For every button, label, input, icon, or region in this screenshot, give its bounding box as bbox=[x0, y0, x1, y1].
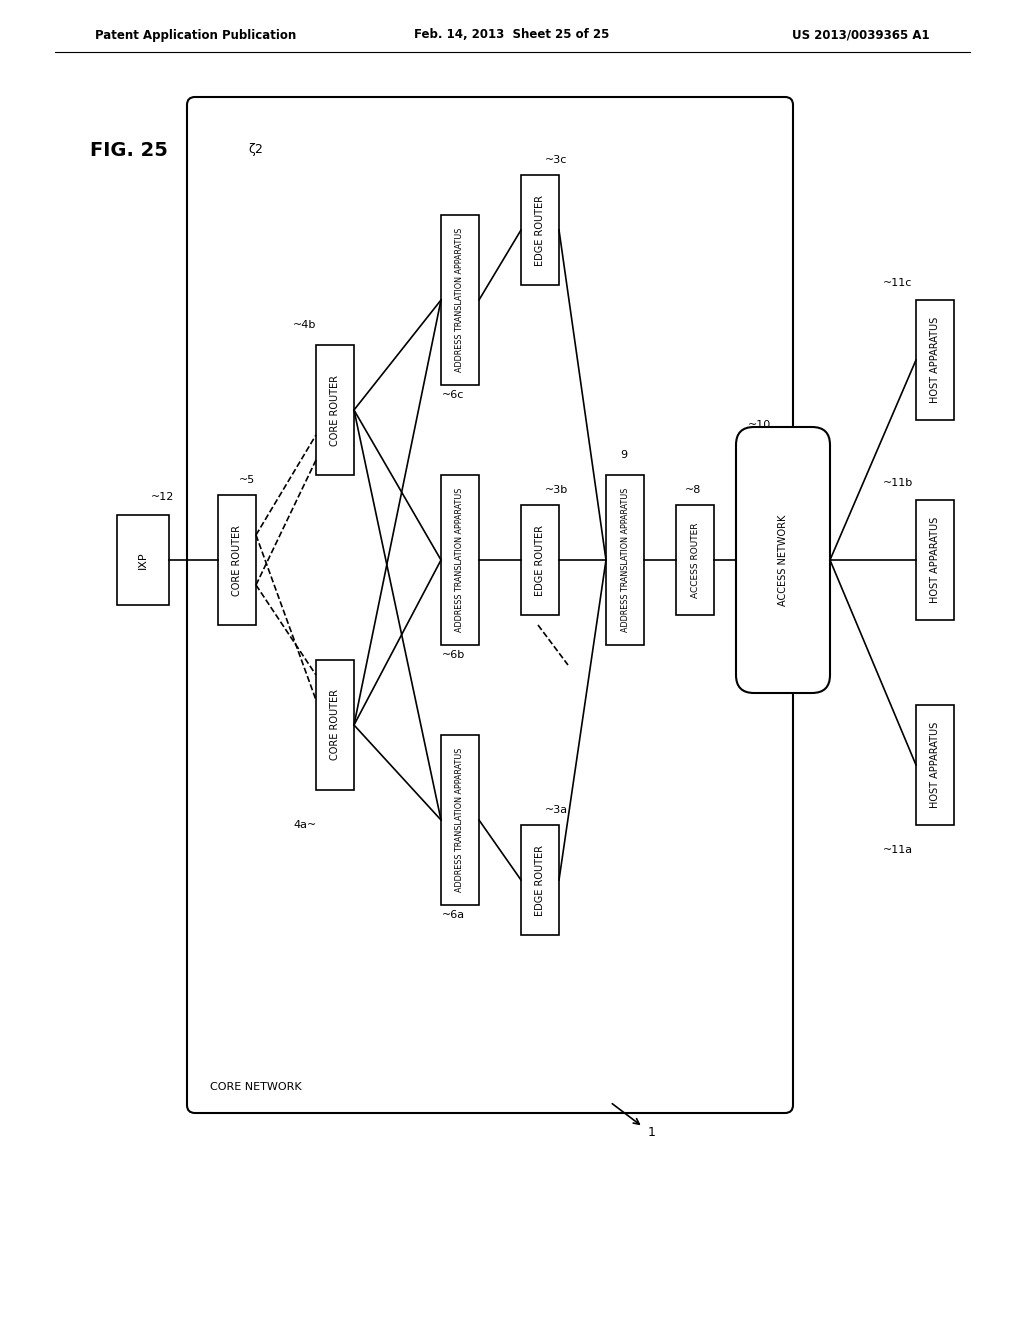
Bar bbox=[521, 176, 559, 285]
Text: ~8: ~8 bbox=[685, 484, 701, 495]
Bar bbox=[521, 825, 559, 935]
Text: ADDRESS TRANSLATION APPARATUS: ADDRESS TRANSLATION APPARATUS bbox=[456, 748, 465, 892]
Text: 1: 1 bbox=[648, 1126, 656, 1138]
Bar bbox=[916, 300, 954, 420]
Bar bbox=[916, 705, 954, 825]
Text: ~3c: ~3c bbox=[545, 154, 567, 165]
Text: CORE ROUTER: CORE ROUTER bbox=[330, 689, 340, 760]
Text: EDGE ROUTER: EDGE ROUTER bbox=[535, 845, 545, 916]
Text: ~11a: ~11a bbox=[883, 845, 913, 855]
Text: ~5: ~5 bbox=[239, 475, 255, 484]
Text: ~12: ~12 bbox=[151, 492, 174, 502]
Text: ~10: ~10 bbox=[748, 420, 771, 430]
Text: US 2013/0039365 A1: US 2013/0039365 A1 bbox=[793, 29, 930, 41]
Text: ADDRESS TRANSLATION APPARATUS: ADDRESS TRANSLATION APPARATUS bbox=[456, 228, 465, 372]
Bar bbox=[441, 735, 479, 906]
Bar bbox=[916, 500, 954, 620]
Text: Patent Application Publication: Patent Application Publication bbox=[95, 29, 296, 41]
Text: ~4b: ~4b bbox=[293, 319, 316, 330]
Text: FIG. 25: FIG. 25 bbox=[90, 140, 168, 160]
Bar bbox=[606, 475, 644, 645]
Text: HOST APPARATUS: HOST APPARATUS bbox=[930, 722, 940, 808]
Text: IXP: IXP bbox=[138, 552, 148, 569]
Text: ~11c: ~11c bbox=[883, 279, 912, 288]
Text: CORE ROUTER: CORE ROUTER bbox=[330, 375, 340, 446]
Bar bbox=[441, 215, 479, 385]
Text: ADDRESS TRANSLATION APPARATUS: ADDRESS TRANSLATION APPARATUS bbox=[456, 488, 465, 632]
Text: EDGE ROUTER: EDGE ROUTER bbox=[535, 524, 545, 595]
Text: ACCESS NETWORK: ACCESS NETWORK bbox=[778, 515, 788, 606]
Text: ~6a: ~6a bbox=[442, 909, 465, 920]
Text: ~6c: ~6c bbox=[442, 389, 464, 400]
Bar bbox=[117, 515, 169, 605]
Text: Feb. 14, 2013  Sheet 25 of 25: Feb. 14, 2013 Sheet 25 of 25 bbox=[415, 29, 609, 41]
Bar bbox=[316, 660, 354, 789]
Text: $\mathsf{\zeta}$2: $\mathsf{\zeta}$2 bbox=[248, 141, 263, 158]
FancyBboxPatch shape bbox=[187, 96, 793, 1113]
Bar bbox=[441, 475, 479, 645]
Bar bbox=[521, 506, 559, 615]
Bar bbox=[316, 345, 354, 475]
FancyBboxPatch shape bbox=[736, 426, 830, 693]
Text: ~3b: ~3b bbox=[545, 484, 568, 495]
Text: HOST APPARATUS: HOST APPARATUS bbox=[930, 517, 940, 603]
Text: HOST APPARATUS: HOST APPARATUS bbox=[930, 317, 940, 403]
Text: CORE NETWORK: CORE NETWORK bbox=[210, 1082, 302, 1092]
Bar bbox=[218, 495, 256, 624]
Text: ~3a: ~3a bbox=[545, 805, 568, 814]
Text: ADDRESS TRANSLATION APPARATUS: ADDRESS TRANSLATION APPARATUS bbox=[621, 488, 630, 632]
Text: ~6b: ~6b bbox=[442, 649, 465, 660]
Text: ACCESS ROUTER: ACCESS ROUTER bbox=[690, 523, 699, 598]
Bar bbox=[676, 506, 714, 615]
Text: 4a~: 4a~ bbox=[293, 820, 316, 830]
Text: EDGE ROUTER: EDGE ROUTER bbox=[535, 194, 545, 265]
Text: ~11b: ~11b bbox=[883, 478, 913, 488]
Text: 9: 9 bbox=[620, 450, 627, 459]
Text: CORE ROUTER: CORE ROUTER bbox=[232, 524, 242, 595]
